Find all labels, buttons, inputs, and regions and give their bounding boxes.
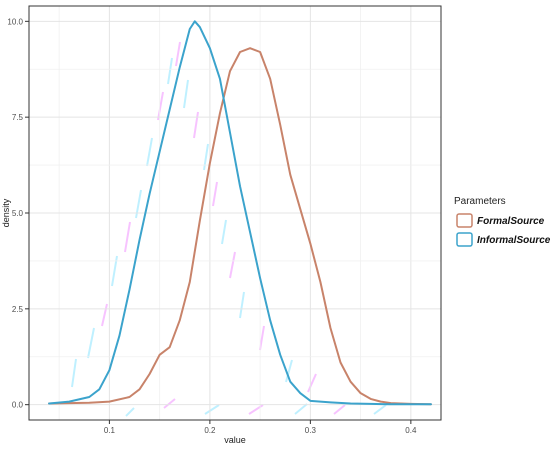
grid-lines bbox=[29, 6, 441, 420]
x-tick-label: 0.4 bbox=[405, 426, 417, 435]
x-tick-label: 0.1 bbox=[104, 426, 116, 435]
x-tick-label: 0.3 bbox=[305, 426, 317, 435]
x-tick-label: 0.2 bbox=[204, 426, 216, 435]
y-tick-label: 5.0 bbox=[12, 209, 24, 218]
legend-key-formalsource bbox=[456, 213, 473, 228]
y-axis-label: density bbox=[1, 198, 11, 227]
y-tick-label: 10.0 bbox=[7, 17, 23, 26]
legend: Parameters FormalSource InformalSource bbox=[454, 196, 550, 247]
legend-label-formalsource: FormalSource bbox=[477, 216, 545, 227]
legend-label-informalsource: InformalSource bbox=[477, 235, 550, 246]
legend-title: Parameters bbox=[454, 196, 506, 207]
series-line-informalsource bbox=[48, 20, 432, 406]
series-line-formalsource bbox=[48, 47, 432, 406]
motion-artifact-overlay bbox=[71, 41, 387, 417]
y-tick-label: 7.5 bbox=[12, 113, 24, 122]
x-axis-label: value bbox=[224, 435, 246, 445]
y-tick-label: 0.0 bbox=[12, 401, 24, 410]
y-tick-label: 2.5 bbox=[12, 305, 24, 314]
legend-key-informalsource bbox=[456, 232, 473, 247]
plot-panel: 0.1 0.2 0.3 0.4 0.0 2.5 5.0 7.5 10.0 value density bbox=[1, 5, 442, 445]
